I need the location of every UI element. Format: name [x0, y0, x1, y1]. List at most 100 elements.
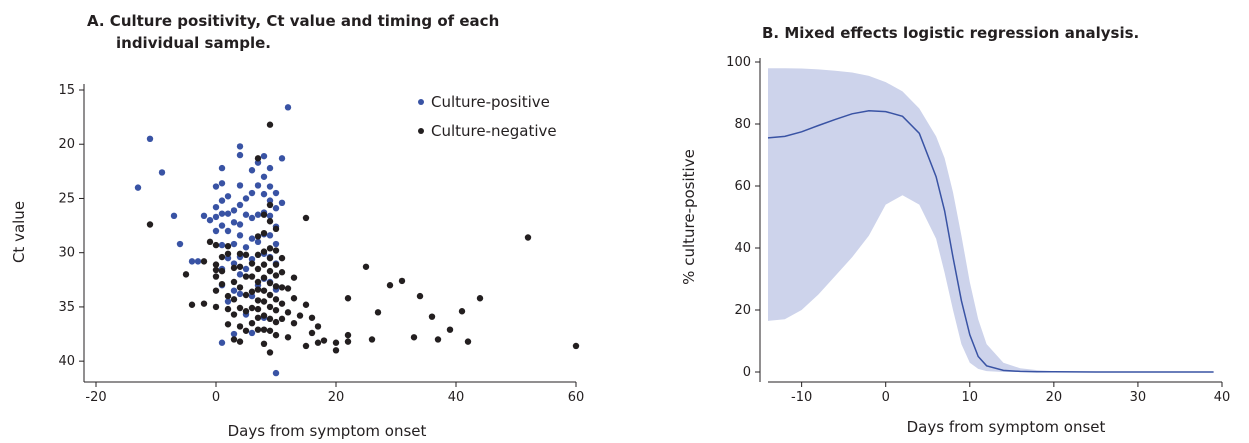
culture-negative-point: [254, 314, 262, 321]
culture-positive-point: [260, 152, 268, 160]
culture-positive-point: [230, 287, 238, 294]
culture-positive-point: [212, 213, 220, 221]
panel-b-x-tick-label: 30: [1130, 390, 1147, 405]
culture-negative-point: [266, 349, 274, 356]
culture-negative-point: [260, 274, 268, 281]
culture-positive-point: [224, 210, 232, 217]
culture-negative-point: [266, 201, 274, 209]
culture-negative-point: [182, 271, 190, 278]
culture-positive-point: [212, 227, 220, 235]
panel-a-points: [134, 104, 580, 377]
culture-negative-point: [314, 339, 322, 346]
culture-negative-point: [284, 285, 292, 292]
panel-a: A. Culture positivity, Ct value and timi…: [10, 12, 584, 440]
panel-b-y-tick-label: 80: [734, 117, 751, 132]
culture-positive-point: [194, 258, 202, 265]
panel-b-axes: -10 0 10 20 30 40 0 20 40 60 80 100: [726, 55, 1230, 405]
culture-negative-point: [236, 250, 244, 257]
panel-a-x-tick-label: 60: [568, 390, 585, 405]
culture-positive-point: [170, 212, 178, 220]
culture-negative-point: [272, 331, 280, 339]
culture-negative-point: [248, 288, 256, 295]
culture-positive-point: [236, 182, 244, 189]
culture-negative-point: [242, 291, 250, 299]
culture-negative-point: [260, 312, 268, 319]
culture-positive-point: [188, 258, 196, 265]
panel-a-title-line1: A. Culture positivity, Ct value and timi…: [87, 12, 499, 30]
culture-negative-point: [272, 306, 280, 314]
culture-positive-point: [242, 265, 250, 273]
culture-negative-point: [260, 326, 268, 333]
culture-negative-point: [290, 319, 298, 327]
culture-positive-point: [266, 232, 274, 239]
culture-negative-point: [272, 272, 280, 279]
culture-negative-point: [248, 304, 256, 312]
culture-negative-point: [284, 309, 292, 316]
culture-negative-point: [212, 261, 220, 268]
culture-positive-point: [266, 212, 274, 220]
culture-positive-point: [248, 167, 256, 174]
culture-negative-point: [302, 301, 310, 308]
culture-negative-point: [272, 247, 280, 254]
culture-positive-point: [272, 369, 280, 377]
culture-positive-point: [218, 180, 226, 187]
panel-a-y-tick-label: 20: [58, 137, 75, 152]
culture-positive-point: [278, 155, 286, 162]
panel-a-legend: Culture-positive Culture-negative: [418, 93, 557, 140]
panel-b-y-tick-label: 60: [734, 179, 751, 194]
culture-negative-point: [266, 245, 274, 252]
culture-negative-point: [230, 336, 238, 343]
culture-positive-point: [242, 244, 250, 251]
culture-negative-point: [218, 253, 226, 261]
culture-positive-point: [248, 214, 256, 222]
culture-negative-point: [260, 261, 268, 268]
culture-negative-point: [224, 305, 232, 313]
culture-negative-point: [224, 250, 232, 257]
culture-positive-point: [218, 339, 226, 346]
panel-a-x-axis-label: Days from symptom onset: [228, 422, 427, 440]
culture-positive-point: [218, 222, 226, 229]
culture-negative-point: [434, 336, 442, 343]
culture-negative-point: [266, 121, 274, 128]
culture-positive-point: [248, 329, 256, 337]
culture-positive-point: [212, 183, 220, 190]
culture-negative-point: [224, 242, 232, 250]
panel-a-x-tick-label: 0: [212, 390, 220, 405]
culture-negative-point: [248, 273, 256, 280]
culture-positive-point: [278, 199, 286, 206]
culture-negative-point: [272, 225, 280, 233]
culture-negative-point: [464, 338, 472, 345]
culture-positive-point: [146, 135, 154, 143]
culture-negative-point: [344, 338, 352, 345]
culture-positive-point: [224, 193, 232, 200]
culture-negative-point: [254, 233, 262, 240]
culture-positive-point: [242, 211, 250, 218]
culture-negative-point: [272, 261, 280, 268]
panel-b: B. Mixed effects logistic regression ana…: [680, 24, 1230, 436]
panel-a-x-tick-label: 40: [448, 390, 465, 405]
culture-negative-point: [254, 265, 262, 273]
culture-negative-point: [236, 263, 244, 270]
culture-positive-point: [260, 190, 268, 198]
panel-b-y-tick-label: 20: [734, 303, 751, 318]
panel-b-x-tick-label: 20: [1046, 390, 1063, 405]
panel-a-y-tick-label: 30: [58, 246, 75, 261]
culture-negative-point: [320, 337, 328, 344]
culture-negative-point: [290, 274, 298, 281]
culture-negative-point: [368, 336, 376, 343]
culture-positive-point: [272, 189, 280, 197]
culture-negative-point: [224, 321, 232, 328]
culture-positive-point: [254, 238, 262, 246]
culture-positive-point: [230, 219, 238, 226]
culture-negative-point: [296, 312, 304, 319]
culture-negative-point: [146, 221, 154, 228]
culture-positive-point: [230, 240, 238, 248]
panel-b-y-tick-label: 100: [726, 55, 751, 70]
culture-negative-point: [242, 273, 250, 280]
culture-positive-point: [254, 182, 262, 189]
panel-a-y-tick-label: 40: [58, 354, 75, 369]
panel-b-confidence-band: [768, 68, 1214, 372]
culture-negative-point: [260, 298, 268, 305]
culture-negative-point: [254, 278, 262, 286]
culture-positive-point: [218, 210, 226, 217]
